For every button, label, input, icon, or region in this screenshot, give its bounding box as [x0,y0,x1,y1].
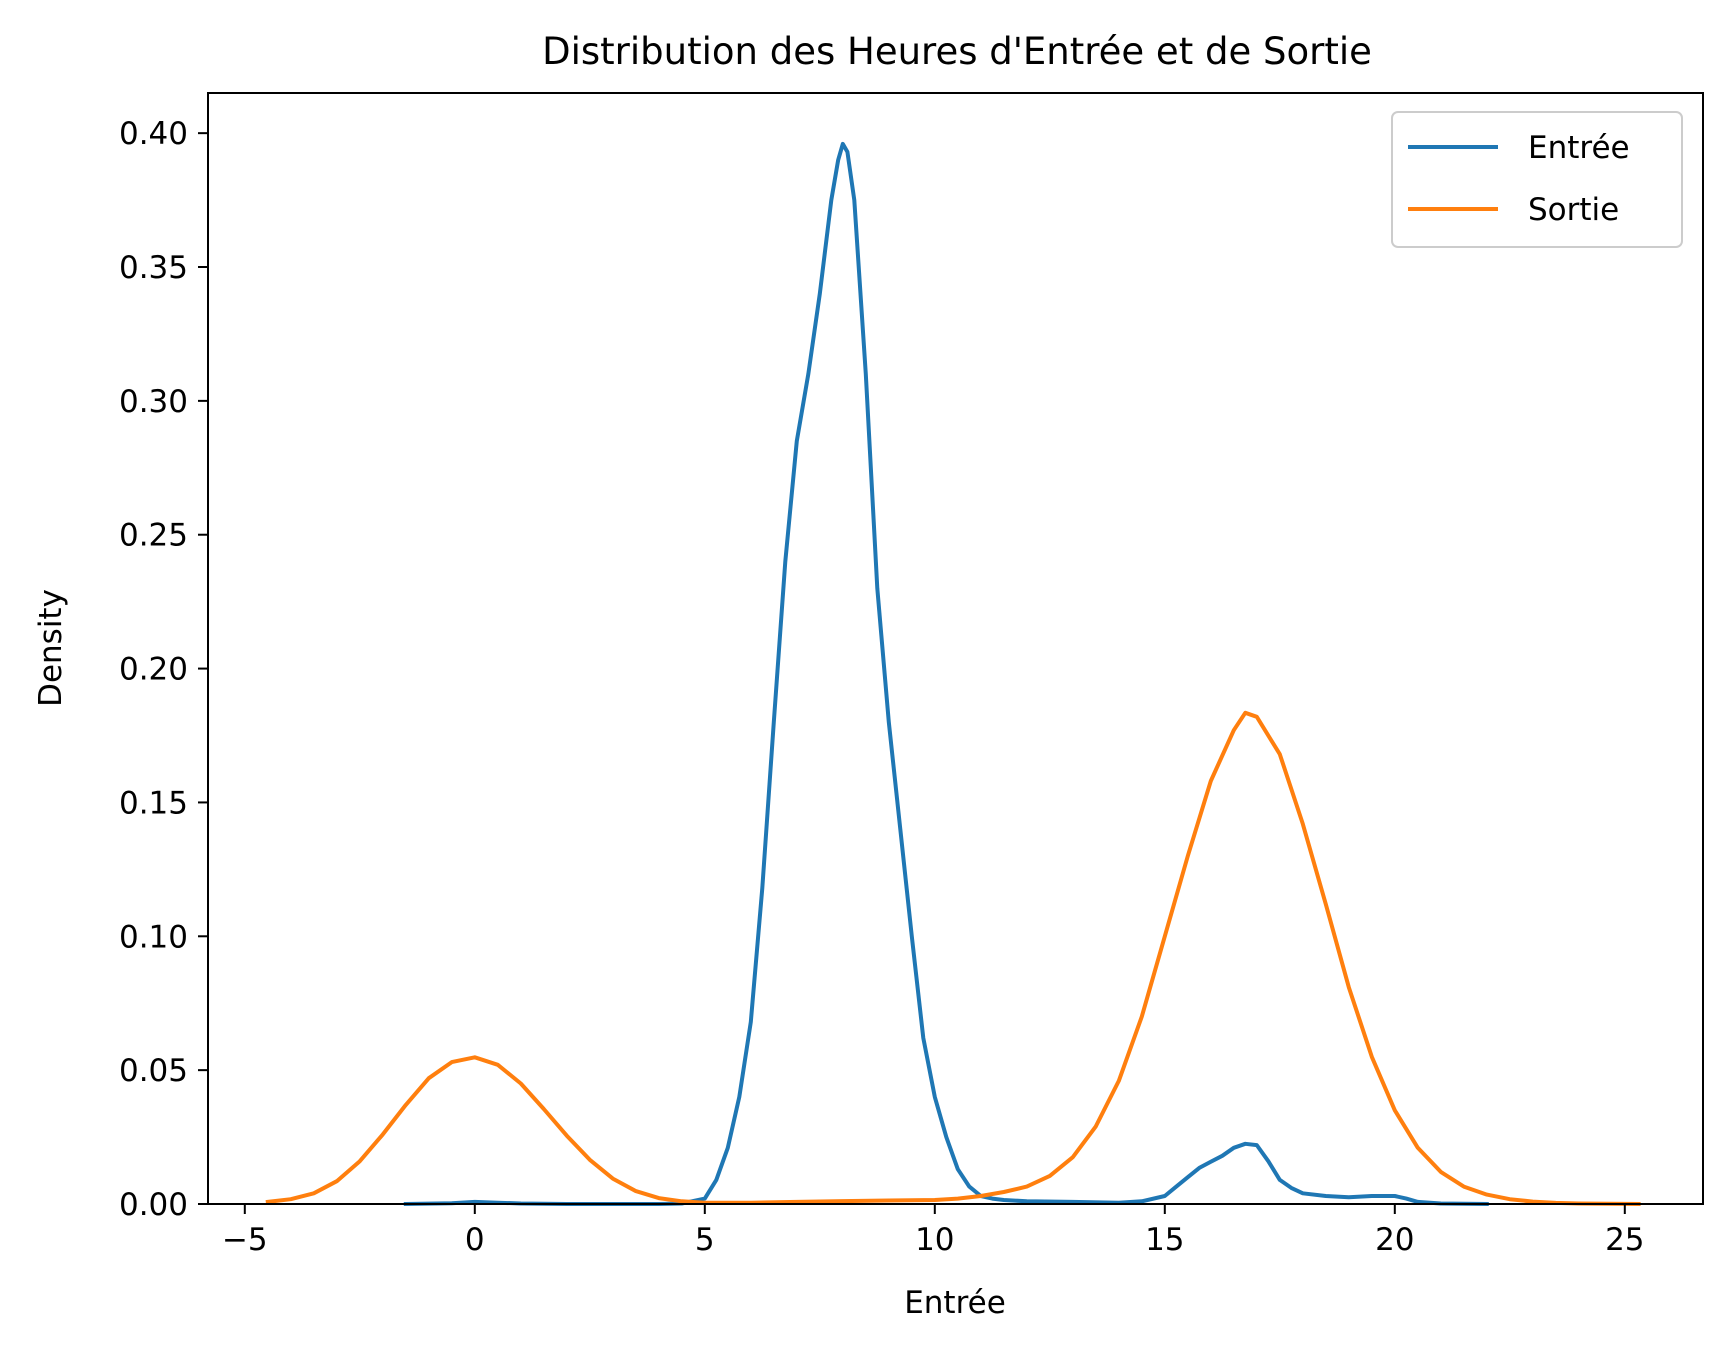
series-line-entree [403,141,1489,1207]
chart-title: Distribution des Heures d'Entrée et de S… [542,30,1372,73]
x-tick-label: 0 [465,1222,485,1258]
y-tick-label: 0.20 [119,652,188,688]
x-tick-label: 15 [1145,1222,1184,1258]
y-axis-label: Density [33,589,69,707]
legend-label-entree: Entrée [1528,130,1630,166]
x-tick-label: 10 [915,1222,954,1258]
x-tick-label: 5 [695,1222,715,1258]
y-axis: 0.00 0.05 0.10 0.15 0.20 0.25 0.30 0.35 0.40 [119,116,208,1223]
plot-area [208,93,1703,1204]
x-tick-label: 20 [1375,1222,1414,1258]
x-tick-label: 25 [1605,1222,1644,1258]
x-axis: −5 0 5 10 15 20 25 [222,1204,1645,1258]
series-layer [265,141,1641,1207]
x-axis-label: Entrée [904,1285,1006,1321]
y-tick-label: 0.35 [119,250,188,286]
y-tick-label: 0.00 [119,1187,188,1223]
legend-label-sortie: Sortie [1528,192,1619,228]
y-tick-label: 0.40 [119,116,188,152]
y-tick-label: 0.15 [119,785,188,821]
y-tick-label: 0.25 [119,518,188,554]
legend: Entrée Sortie [1391,111,1683,248]
y-tick-label: 0.30 [119,384,188,420]
axes-layer [207,92,1704,1205]
plot-frame [207,92,1704,1205]
y-tick-label: 0.05 [119,1053,188,1089]
plot-background [208,93,1703,1204]
y-tick-label: 0.10 [119,919,188,955]
series-line-sortie [265,710,1641,1207]
x-tick-label: −5 [222,1222,268,1258]
